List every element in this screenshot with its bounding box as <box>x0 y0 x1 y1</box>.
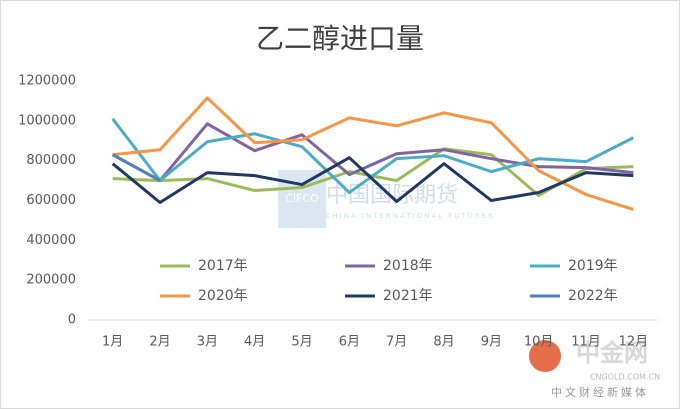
chart-title: 乙二醇进口量 <box>256 22 424 55</box>
legend-label: 2019年 <box>568 258 618 274</box>
series-line <box>111 156 634 204</box>
x-tick-label: 2月 <box>149 335 170 350</box>
y-tick-label: 0 <box>68 313 76 328</box>
logo-text: 中金网 <box>576 339 648 367</box>
x-tick-label: 10月 <box>524 335 554 350</box>
watermark-logo <box>278 170 326 228</box>
y-tick-label: 1200000 <box>18 74 76 89</box>
x-tick-label: 7月 <box>386 335 407 350</box>
legend-label: 2017年 <box>198 258 248 274</box>
x-tick-label: 9月 <box>481 335 502 350</box>
y-tick-label: 600000 <box>26 193 76 208</box>
x-tick-label: 4月 <box>244 335 265 350</box>
logo-text: CNGOLD.COM.CN <box>590 373 660 382</box>
legend-label: 2020年 <box>198 288 248 304</box>
x-tick-label: 1月 <box>102 335 123 350</box>
watermark-text: CHINA INTERNATIONAL FUTURES <box>325 212 494 220</box>
y-tick-label: 400000 <box>26 233 76 248</box>
x-tick-label: 5月 <box>291 335 312 350</box>
series-line <box>111 122 634 183</box>
corner-logo: 中金网 CNGOLD.COM.CN 中文财经新媒体 <box>529 339 660 399</box>
y-tick-label: 800000 <box>26 153 76 168</box>
series-line <box>112 96 634 211</box>
series-line <box>111 117 635 195</box>
y-tick-label: 200000 <box>26 273 76 288</box>
x-tick-label: 6月 <box>339 335 360 350</box>
series-line <box>111 153 161 182</box>
x-tick-label: 3月 <box>197 335 218 350</box>
legend-label: 2022年 <box>568 288 618 304</box>
legend-label: 2021年 <box>383 288 433 304</box>
x-tick-label: 8月 <box>433 335 454 350</box>
legend-label: 2018年 <box>383 258 433 274</box>
x-tick-label: 12月 <box>619 335 649 350</box>
logo-icon <box>529 340 561 372</box>
x-tick-label: 11月 <box>571 335 601 350</box>
watermark-text: CIFCO <box>285 192 319 205</box>
watermark: CIFCO 中国国际期货 CHINA INTERNATIONAL FUTURES <box>278 170 494 228</box>
logo-text: 中文财经新媒体 <box>551 385 649 399</box>
y-tick-label: 1000000 <box>18 113 76 128</box>
